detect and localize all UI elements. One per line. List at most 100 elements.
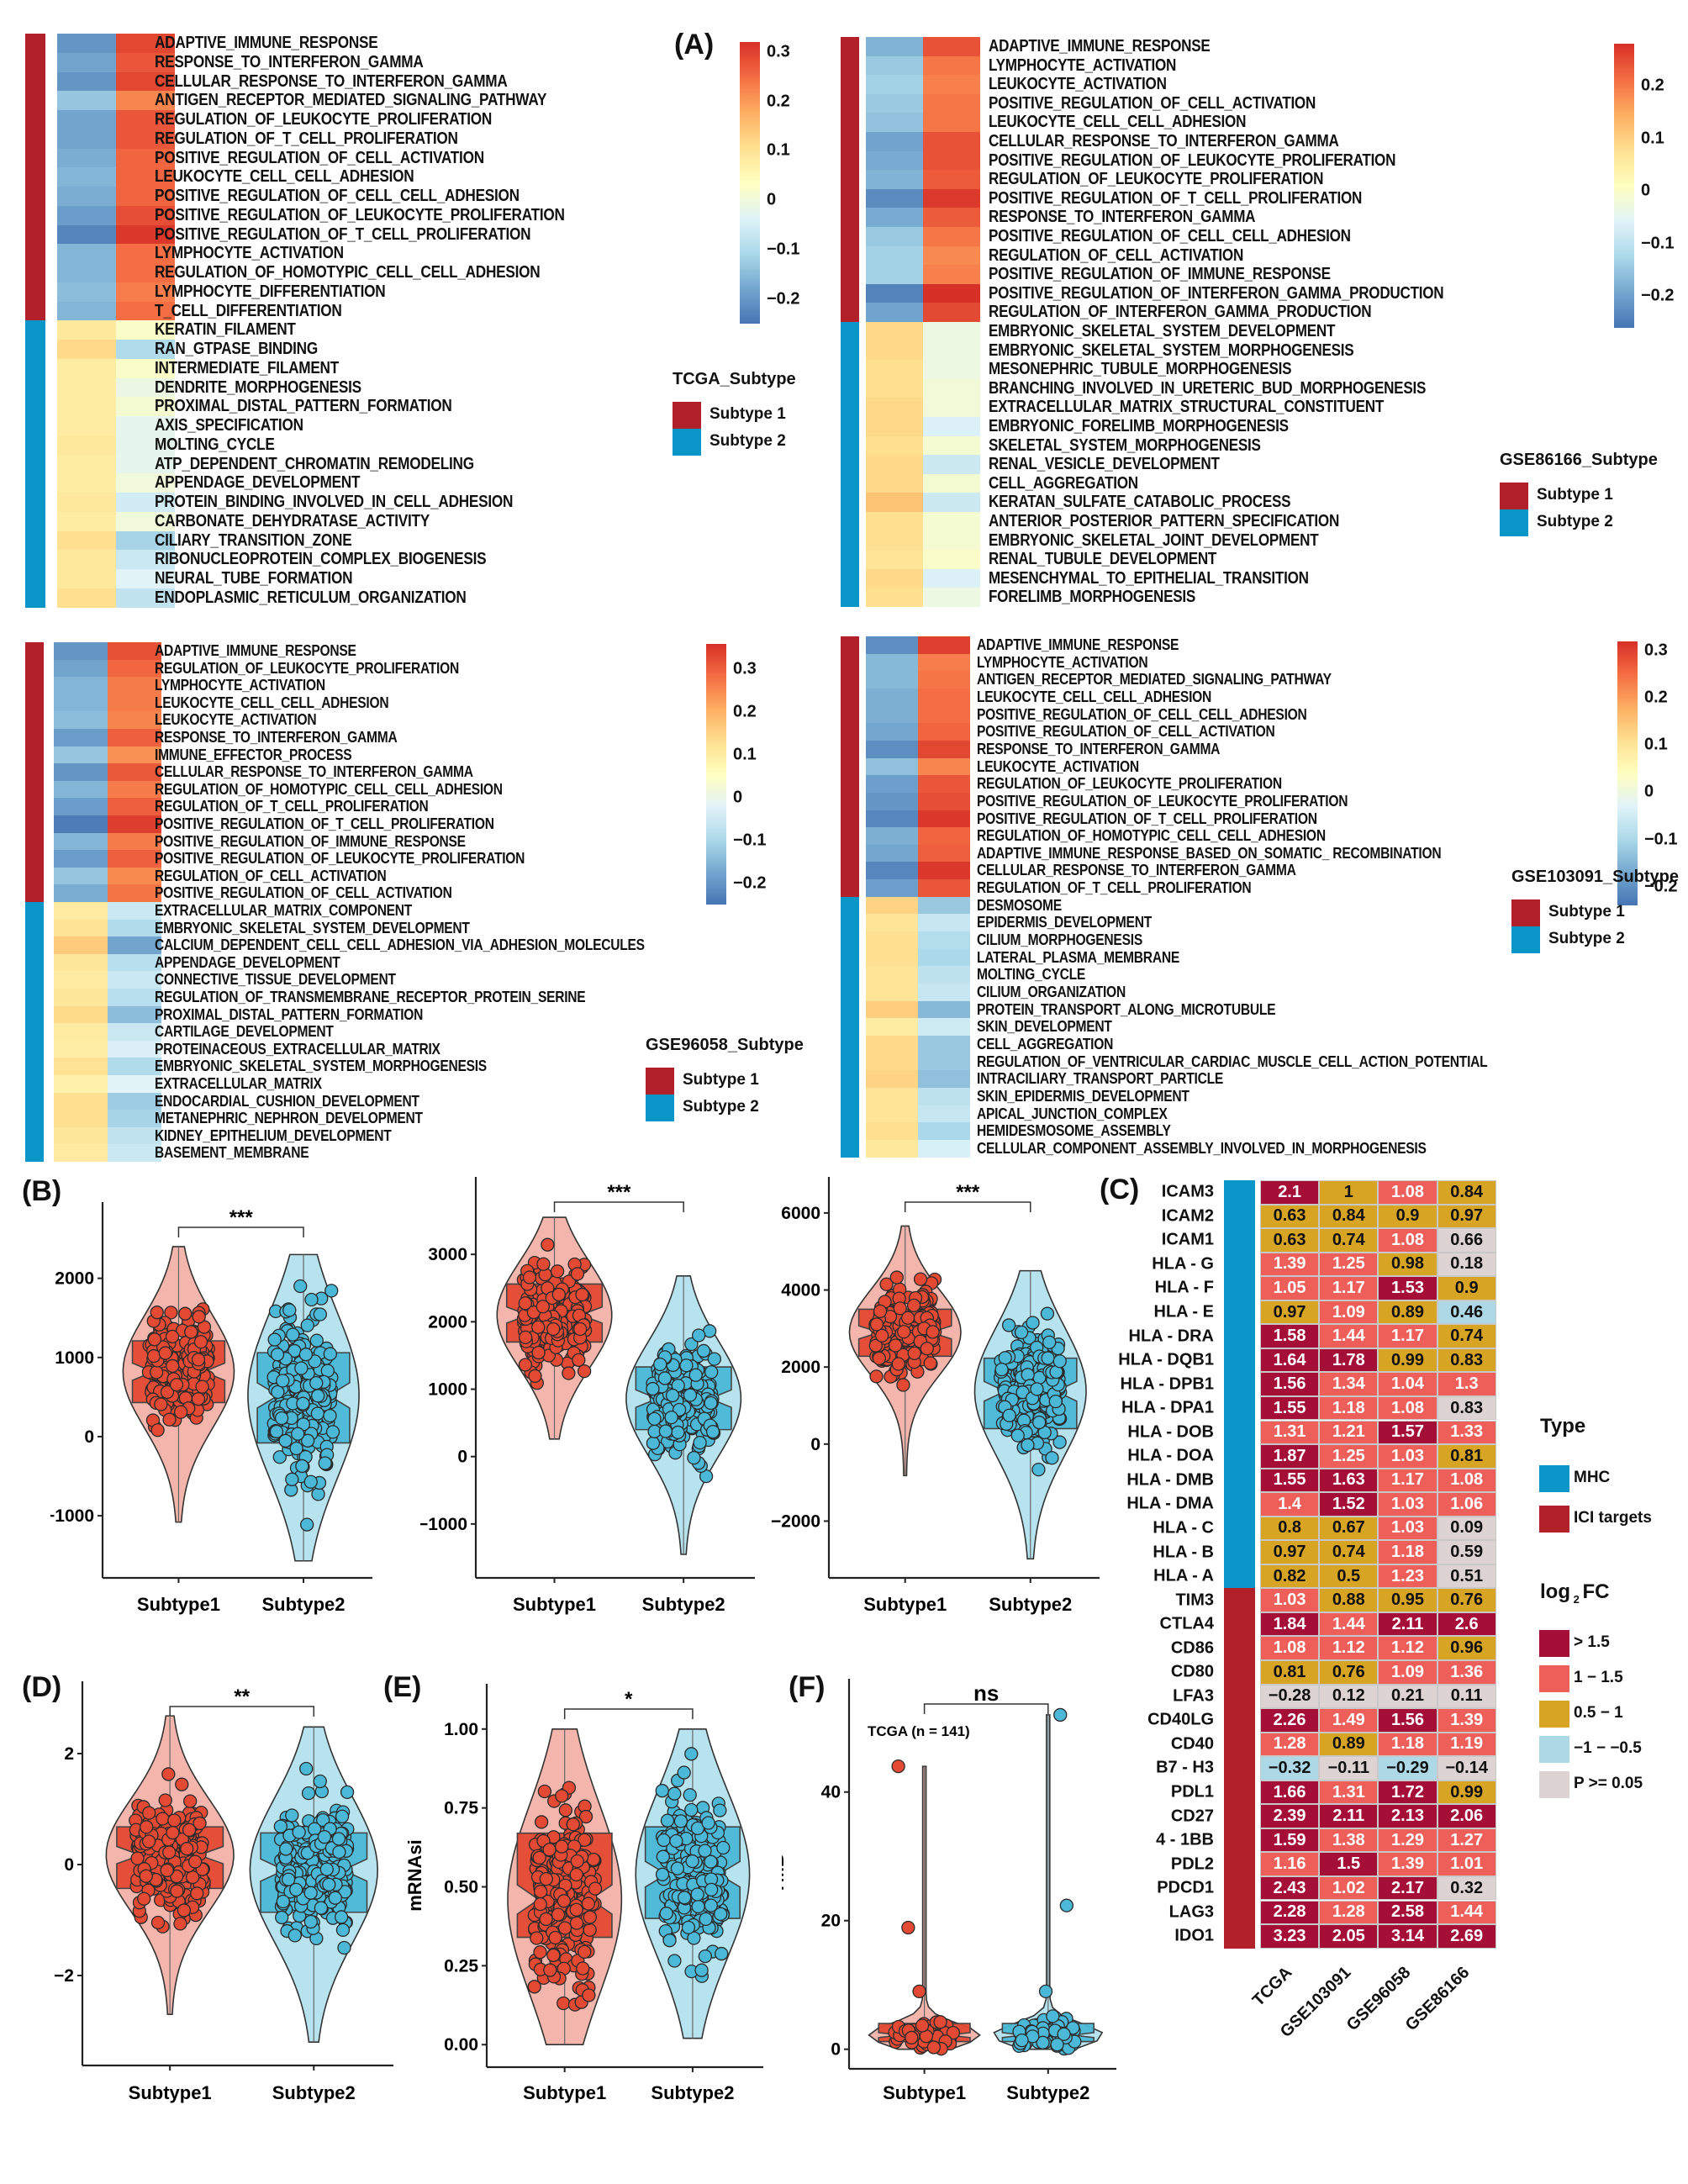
heatmap-row-label: RAN_GTPASE_BINDING xyxy=(155,340,318,358)
heatmap-cell xyxy=(54,989,108,1007)
gene-label: HLA - DMB xyxy=(1126,1470,1214,1490)
colorbar xyxy=(740,42,760,324)
heatmap-row-label: MESENCHYMAL_TO_EPITHELIAL_TRANSITION xyxy=(989,568,1309,588)
type-annotation-cell xyxy=(1224,1588,1255,1613)
heatmap-cell xyxy=(54,1075,108,1094)
legend-swatch-subtype-1 xyxy=(1500,483,1528,509)
data-point xyxy=(536,1257,551,1271)
type-annotation-cell xyxy=(1224,1636,1255,1661)
heatmap-cell xyxy=(918,896,970,915)
heatmap-cell xyxy=(918,810,970,828)
heatmap-row-label: ADAPTIVE_IMMUNE_RESPONSE xyxy=(989,37,1211,55)
type-annotation-cell xyxy=(1224,1444,1255,1469)
heatmap-annotation-cell xyxy=(25,746,44,764)
heatmap-cell xyxy=(918,740,970,759)
gene-label: HLA - DQB1 xyxy=(1118,1350,1214,1369)
heatmap-cell xyxy=(918,653,970,672)
data-point xyxy=(671,1425,685,1440)
heatmap-row-label: MOLTING_CYCLE xyxy=(977,966,1086,984)
heatmap-cell xyxy=(918,688,970,707)
data-point xyxy=(573,1321,588,1337)
heatmap-annotation-cell xyxy=(25,91,45,111)
fc-legend-label: 0.5 − 1 xyxy=(1574,1704,1623,1722)
colorbar-tick-label: −0.2 xyxy=(1641,286,1675,305)
data-point xyxy=(704,1898,718,1912)
fc-cell: 1.4 xyxy=(1260,1492,1320,1517)
fc-cell: −0.32 xyxy=(1260,1756,1320,1780)
data-point xyxy=(879,1277,894,1291)
heatmap-cell xyxy=(866,1018,918,1037)
data-point xyxy=(588,1881,603,1896)
data-point xyxy=(655,1784,669,1798)
heatmap-cell xyxy=(923,170,980,190)
heatmap-annotation-cell xyxy=(841,862,859,880)
heatmap-annotation-cell xyxy=(841,303,859,323)
colorbar-tick-label: 0.3 xyxy=(733,659,757,678)
data-point xyxy=(530,1931,544,1945)
data-point xyxy=(578,1809,593,1824)
type-annotation-cell xyxy=(1224,1612,1255,1637)
heatmap-annotation-cell xyxy=(841,984,859,1002)
heatmap-cell xyxy=(918,1035,970,1054)
heatmap-annotation-cell xyxy=(841,113,859,133)
heatmap-annotation-cell xyxy=(25,320,45,340)
significance-label: * xyxy=(625,1688,633,1711)
heatmap-cell xyxy=(923,227,980,247)
data-point xyxy=(656,1849,670,1864)
legend-swatch-subtype-1 xyxy=(673,402,701,429)
heatmap-cell xyxy=(116,148,175,168)
heatmap-annotation-cell xyxy=(25,659,44,678)
fc-cell: 0.89 xyxy=(1378,1300,1437,1325)
heatmap-row-label: METANEPHRIC_NEPHRON_DEVELOPMENT xyxy=(155,1110,423,1127)
heatmap-row-label: LEUKOCYTE_CELL_CELL_ADHESION xyxy=(155,167,414,187)
heatmap-annotation-cell xyxy=(25,694,44,712)
heatmap-row-label: CARTILAGE_DEVELOPMENT xyxy=(155,1023,334,1041)
data-point xyxy=(150,1423,165,1438)
heatmap-annotation-cell xyxy=(25,263,45,283)
heatmap-annotation-cell xyxy=(25,282,45,302)
heatmap-cell xyxy=(54,711,108,730)
heatmap-row-label: POSITIVE_REGULATION_OF_LEUKOCYTE_PROLIFE… xyxy=(155,850,525,868)
heatmap-cell xyxy=(866,740,918,759)
data-point xyxy=(1053,1707,1068,1722)
heatmap-row-label: CELL_AGGREGATION xyxy=(989,473,1138,493)
colorbar xyxy=(1617,641,1638,905)
heatmap-row-label: LYMPHOCYTE_ACTIVATION xyxy=(155,244,344,263)
heatmap-annotation-cell xyxy=(25,902,44,921)
data-point xyxy=(286,1327,300,1342)
heatmap-cell xyxy=(866,792,918,810)
heatmap-row-label: EXTRACELLULAR_MATRIX_COMPONENT xyxy=(155,902,413,919)
fc-cell: 3.23 xyxy=(1260,1924,1320,1949)
heatmap-row-label: REGULATION_OF_CELL_ACTIVATION xyxy=(989,245,1244,265)
fc-cell: 1.01 xyxy=(1437,1852,1496,1876)
data-point xyxy=(335,1923,351,1938)
heatmap-row-label: REGULATION_OF_LEUKOCYTE_PROLIFERATION xyxy=(989,170,1324,189)
heatmap-row-label: POSITIVE_REGULATION_OF_T_CELL_PROLIFERAT… xyxy=(977,810,1317,827)
fc-cell: 1.12 xyxy=(1378,1636,1437,1660)
data-point xyxy=(183,1794,198,1808)
gene-label: HLA - A xyxy=(1153,1566,1214,1585)
heatmap-cell xyxy=(54,659,108,678)
significance-label: ** xyxy=(234,1685,250,1708)
heatmap-annotation-cell xyxy=(841,1000,859,1019)
heatmap-row-label: POSITIVE_REGULATION_OF_CELL_CELL_ADHESIO… xyxy=(977,705,1307,723)
heatmap-cell xyxy=(116,340,175,360)
heatmap-cell xyxy=(866,37,923,57)
heatmap-row-label: EPIDERMIS_DEVELOPMENT xyxy=(977,914,1153,931)
heatmap-cell xyxy=(108,746,161,764)
fc-cell: 1.25 xyxy=(1319,1444,1379,1469)
fc-cell: 1.33 xyxy=(1437,1420,1496,1445)
type-annotation-cell xyxy=(1224,1780,1255,1805)
heatmap-annotation-cell xyxy=(25,1058,44,1076)
type-annotation-cell xyxy=(1224,1228,1255,1253)
heatmap-cell xyxy=(116,263,175,283)
legend-title: GSE103091_Subtype xyxy=(1511,868,1679,886)
heatmap-cell xyxy=(57,34,116,54)
data-point xyxy=(690,1821,705,1836)
heatmap-cell xyxy=(57,493,116,513)
heatmap-cell xyxy=(923,55,980,76)
x-tick-label: Subtype1 xyxy=(137,1594,220,1615)
heatmap-row-label: POSITIVE_REGULATION_OF_IMMUNE_RESPONSE xyxy=(155,832,466,850)
heatmap-cell xyxy=(57,263,116,283)
type-annotation-cell xyxy=(1224,1732,1255,1757)
